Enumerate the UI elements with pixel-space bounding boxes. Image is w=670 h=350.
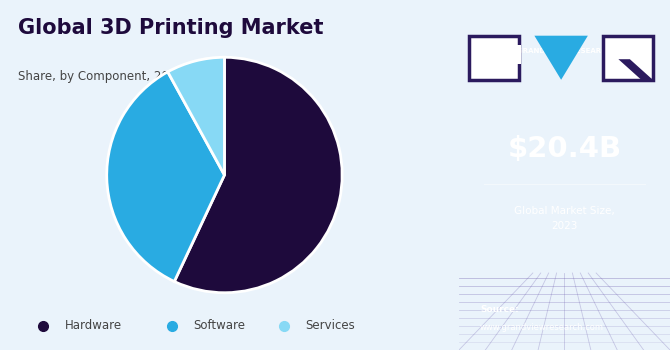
Text: Software: Software	[194, 319, 245, 332]
Wedge shape	[168, 57, 224, 175]
Text: GRAND VIEW RESEARCH: GRAND VIEW RESEARCH	[517, 48, 612, 54]
Text: Services: Services	[305, 319, 354, 332]
Text: www.grandviewresearch.com: www.grandviewresearch.com	[480, 323, 604, 332]
Polygon shape	[535, 36, 588, 80]
Text: Global Market Size,
2023: Global Market Size, 2023	[514, 206, 615, 231]
FancyBboxPatch shape	[470, 36, 519, 80]
Text: Global 3D Printing Market: Global 3D Printing Market	[18, 18, 324, 37]
Polygon shape	[618, 59, 653, 80]
Wedge shape	[107, 72, 224, 281]
Text: Source:: Source:	[480, 305, 519, 314]
Wedge shape	[174, 57, 342, 293]
FancyBboxPatch shape	[603, 36, 653, 80]
Text: Share, by Component, 2023 (%): Share, by Component, 2023 (%)	[18, 70, 208, 83]
FancyBboxPatch shape	[492, 45, 521, 64]
Text: $20.4B: $20.4B	[507, 135, 622, 163]
Text: Hardware: Hardware	[65, 319, 122, 332]
